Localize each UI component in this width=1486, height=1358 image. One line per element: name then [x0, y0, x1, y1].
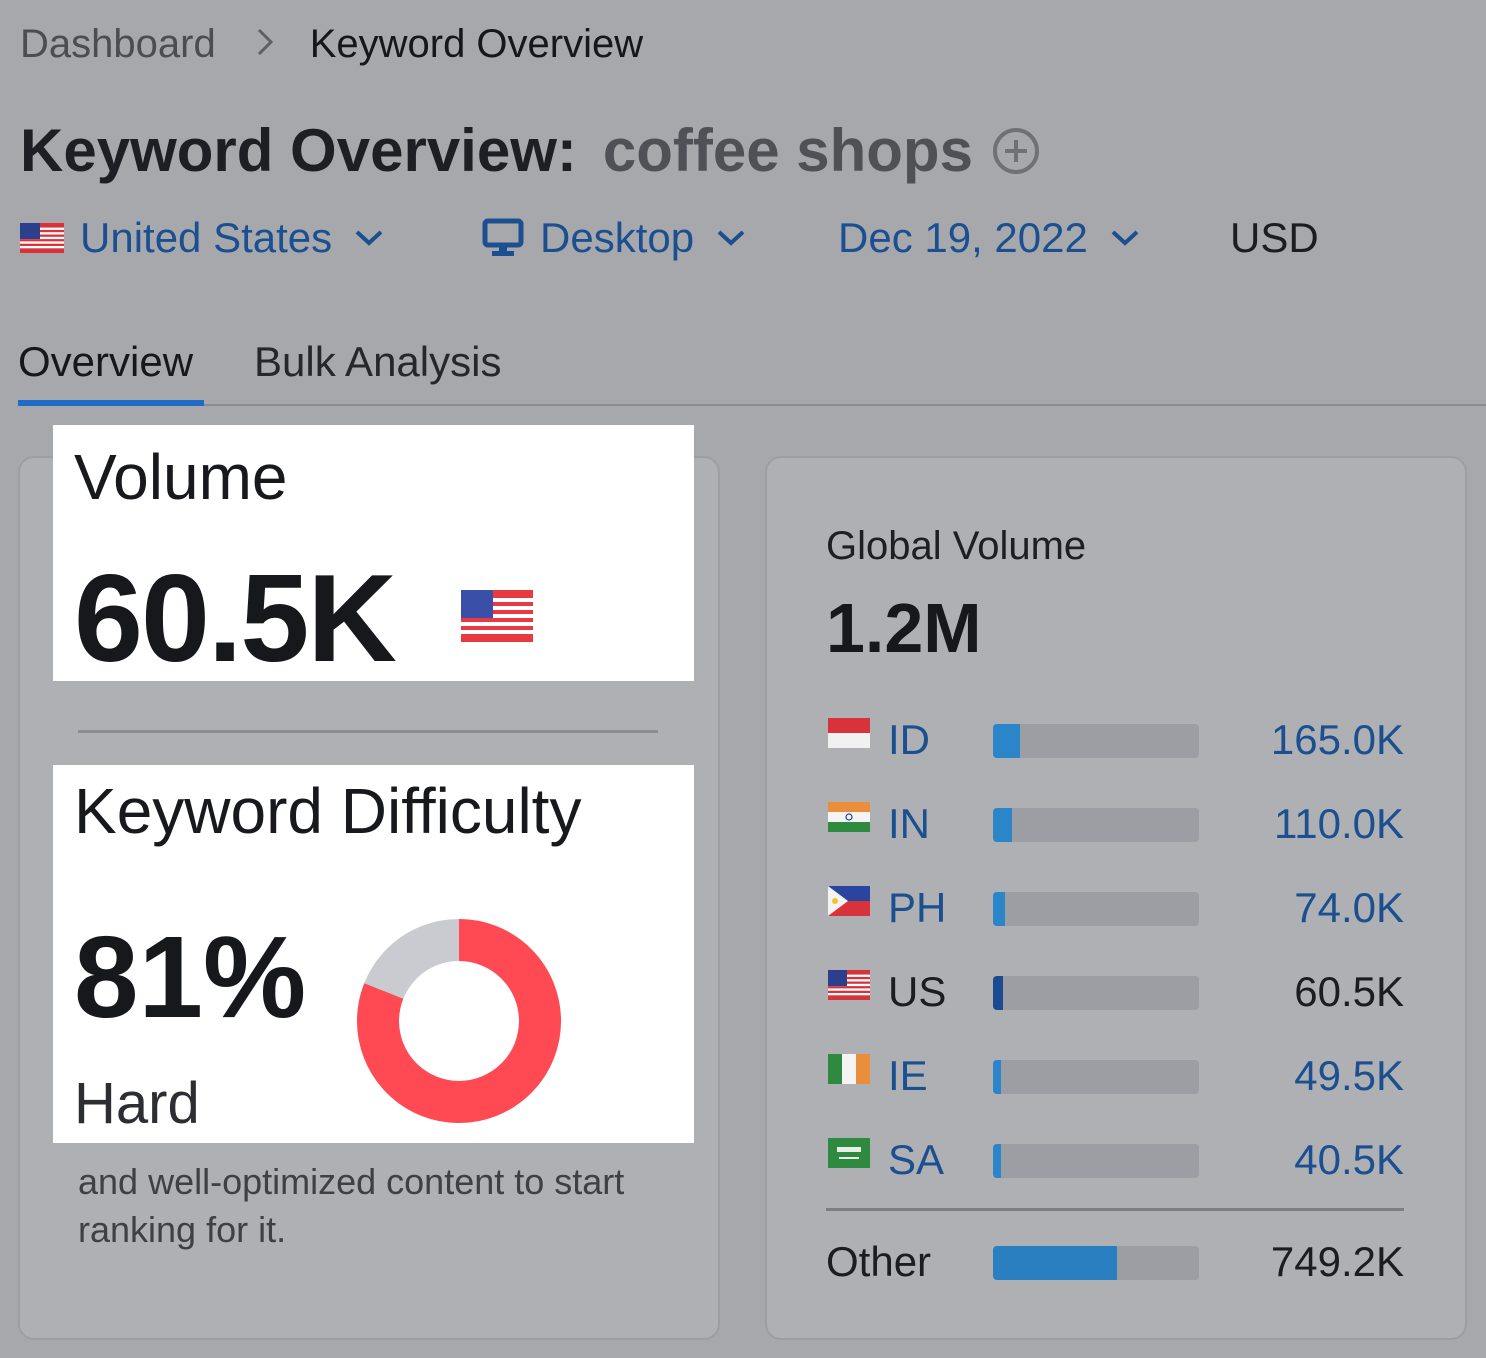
other-volume-value: 749.2K [1270, 1238, 1404, 1285]
country-volume-bar-fill [993, 1060, 1002, 1094]
country-volume-value[interactable]: 40.5K [1294, 1136, 1404, 1183]
global-volume-divider [826, 1208, 1404, 1211]
kd-value: 81% [74, 912, 307, 1042]
country-volume-bar [993, 724, 1199, 758]
country-code[interactable]: IN [888, 800, 930, 847]
us-flag-icon [828, 970, 870, 1005]
breadcrumb: Dashboard Keyword Overview [20, 22, 643, 67]
country-volume-value[interactable]: 74.0K [1294, 884, 1404, 931]
country-selector[interactable]: United States [20, 214, 384, 262]
keyword-difficulty-highlight [53, 765, 694, 1143]
country-volume-value: 60.5K [1294, 968, 1404, 1015]
page-title-prefix: Keyword Overview: [20, 117, 577, 184]
tab-bulk-analysis[interactable]: Bulk Analysis [254, 338, 502, 385]
tab-bar: Overview Bulk Analysis [0, 338, 1486, 408]
date-selector[interactable]: Dec 19, 2022 [838, 214, 1140, 262]
chevron-down-icon [1110, 229, 1140, 247]
ireland-flag-icon [828, 1054, 870, 1089]
country-row-in[interactable]: IN 110.0K [826, 800, 1406, 860]
country-code[interactable]: SA [888, 1136, 945, 1183]
other-volume-bar [993, 1246, 1199, 1280]
kd-donut-chart [356, 918, 562, 1129]
country-row-us: US 60.5K [826, 968, 1406, 1028]
country-volume-bar-fill [993, 808, 1012, 842]
breadcrumb-current: Keyword Overview [309, 22, 644, 66]
kd-donut-arc [357, 919, 561, 1123]
add-circle-icon[interactable] [991, 126, 1041, 176]
page-title: Keyword Overview: coffee shops [20, 116, 1041, 185]
country-row-id[interactable]: ID 165.0K [826, 716, 1406, 776]
breadcrumb-dashboard-link[interactable]: Dashboard [20, 22, 216, 66]
chevron-down-icon [354, 229, 384, 247]
country-volume-bar [993, 976, 1199, 1010]
global-volume-label: Global Volume [826, 524, 1087, 568]
country-volume-value[interactable]: 110.0K [1274, 800, 1404, 847]
kd-level: Hard [74, 1071, 200, 1136]
currency-label: USD [1230, 214, 1319, 261]
card-divider [78, 730, 658, 733]
global-volume-value: 1.2M [826, 589, 982, 667]
country-volume-bar [993, 808, 1199, 842]
kd-description: and well-optimized content to start rank… [78, 1161, 625, 1250]
saudi-arabia-flag-icon [828, 1138, 870, 1173]
country-code[interactable]: IE [888, 1052, 928, 1099]
philippines-flag-icon [828, 886, 870, 921]
country-volume-bar-fill [993, 976, 1004, 1010]
country-volume-bar [993, 1060, 1199, 1094]
country-row-ph[interactable]: PH 74.0K [826, 884, 1406, 944]
device-selector[interactable]: Desktop [482, 214, 746, 262]
country-row-sa[interactable]: SA 40.5K [826, 1136, 1406, 1196]
indonesia-flag-icon [828, 718, 870, 753]
other-label: Other [826, 1238, 932, 1285]
country-row-other: Other 749.2K [826, 1238, 1406, 1298]
country-volume-bar-fill [993, 892, 1006, 926]
us-flag-icon [20, 223, 64, 253]
country-volume-bar-fill [993, 724, 1020, 758]
country-code[interactable]: ID [888, 716, 930, 763]
country-volume-bar-fill [993, 1144, 1002, 1178]
volume-value: 60.5K [74, 550, 397, 688]
tabs-divider [18, 404, 1486, 406]
country-code: US [888, 968, 947, 1015]
desktop-icon [482, 218, 524, 258]
date-label: Dec 19, 2022 [838, 214, 1088, 261]
chevron-down-icon [716, 229, 746, 247]
india-flag-icon [828, 802, 870, 837]
page-title-keyword: coffee shops [602, 117, 973, 184]
country-volume-value[interactable]: 165.0K [1270, 716, 1404, 763]
country-volume-bar [993, 1144, 1199, 1178]
other-volume-bar-fill [993, 1246, 1117, 1280]
active-tab-indicator [18, 400, 204, 406]
device-label: Desktop [540, 214, 695, 261]
kd-label: Keyword Difficulty [74, 775, 582, 847]
country-code[interactable]: PH [888, 884, 947, 931]
country-label: United States [80, 214, 333, 261]
country-row-ie[interactable]: IE 49.5K [826, 1052, 1406, 1112]
country-volume-value[interactable]: 49.5K [1294, 1052, 1404, 1099]
volume-highlight [53, 425, 694, 681]
country-volume-bar [993, 892, 1199, 926]
tab-overview[interactable]: Overview [18, 338, 194, 385]
us-flag-icon [461, 590, 533, 647]
volume-label: Volume [74, 441, 288, 513]
chevron-right-icon [256, 24, 274, 66]
